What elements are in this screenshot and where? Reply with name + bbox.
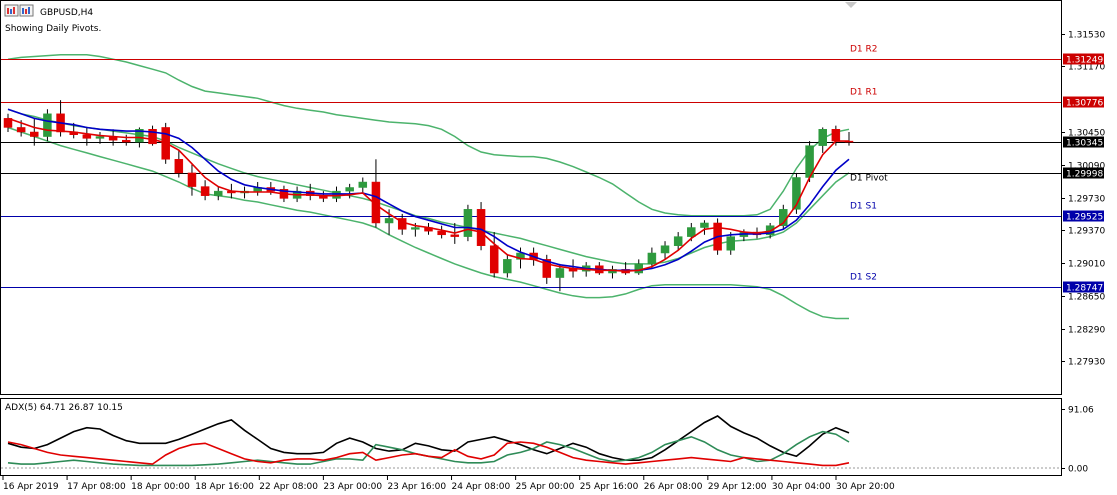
time-tick-label: 26 Apr 08:00 [644,482,703,492]
candle [187,163,197,196]
time-tick-label: 23 Apr 00:00 [323,482,382,492]
candle [82,127,92,146]
moving-averages [7,108,850,273]
pivot-price-tag [1063,53,1104,65]
pivot-name: D1 Pivot [850,174,888,184]
adx-di-minus-line [7,441,850,467]
pivot-price-tag [1063,281,1104,293]
pivot-name: D1 R1 [850,88,878,98]
price-tick-label: 1.27930 [1068,358,1105,368]
window-icon [4,4,34,17]
candle [30,118,39,146]
time-tick-label: 16 Apr 2019 [3,482,59,492]
pivot-price-label: 1.31249 [1066,56,1103,66]
candle [542,254,552,284]
adx-main-line [7,415,850,462]
pivot-price-label: 1.29525 [1066,213,1103,223]
price-axis: 1.31530 1.31170 1.30450 1.30090 1.29730 1.293… [1061,31,1105,368]
current-price-label: 1.30345 [1066,139,1103,149]
time-tick-label: 24 Apr 08:00 [452,482,511,492]
candle [437,225,446,239]
candle [805,141,814,183]
adx-panel-frame [0,398,1062,476]
candle [489,232,499,278]
candle [148,125,157,146]
ma-fast-line [7,117,849,273]
time-tick-label: 30 Apr 04:00 [772,482,831,492]
pivot-name: D1 S1 [850,202,877,212]
symbol-title: GBPUSD,H4 [40,8,93,18]
pivot-lines: D1 R2 D1 R1 D1 Pivot D1 S1 D1 S2 [1,45,1061,288]
chart-subtitle: Showing Daily Pivots. [5,24,101,34]
ma-slow-line [7,108,850,272]
candle [358,177,368,193]
time-tick-label: 22 Apr 08:00 [259,482,318,492]
candle [371,159,381,228]
price-tick-label: 1.29010 [1068,260,1105,270]
time-tick-label: 18 Apr 16:00 [195,482,254,492]
adx-axis: 91.06 0.00 [1061,406,1094,475]
time-tick-label: 23 Apr 16:00 [387,482,446,492]
candle [700,220,709,235]
candle [3,113,13,132]
candle [174,150,184,178]
time-axis: 16 Apr 2019 17 Apr 08:00 18 Apr 00:00 18 Ap… [2,476,895,492]
price-tick-label: 1.30090 [1068,162,1105,172]
candle [673,232,683,251]
bollinger-bands [7,53,850,320]
band-upper-line [7,53,850,217]
time-tick-label: 25 Apr 16:00 [580,482,639,492]
pivot-name: D1 S2 [850,273,877,283]
shift-marker-icon[interactable] [845,2,857,8]
time-tick-label: 17 Apr 08:00 [67,482,126,492]
pivot-price-label: 1.29998 [1066,170,1103,180]
pivot-price-label: 1.30776 [1066,99,1103,109]
price-tick-label: 1.28290 [1068,326,1105,336]
candle [792,172,801,214]
adx-title: ADX(5) 64.71 26.87 10.15 [5,403,123,413]
band-mid-line [7,108,850,265]
candle [726,232,735,255]
candle [476,202,486,251]
band-lower-line [7,126,849,320]
candle [555,263,565,292]
time-tick-label: 25 Apr 00:00 [516,482,575,492]
pivot-price-tag [1063,167,1104,179]
candle [95,132,105,144]
candle [463,204,473,242]
candle [647,247,657,269]
pivot-price-tag [1063,210,1104,222]
adx-lines [1,415,1061,469]
candle [200,180,210,201]
candle [122,134,131,146]
price-tick-label: 1.29730 [1068,195,1105,205]
pivot-price-label: 1.28747 [1066,284,1103,294]
adx-tick-label: 91.06 [1068,406,1094,416]
time-tick-label: 30 Apr 20:00 [836,482,895,492]
time-tick-label: 29 Apr 12:00 [708,482,767,492]
candle [660,241,670,260]
price-tick-label: 1.30450 [1068,129,1105,139]
price-tick-label: 1.28650 [1068,293,1105,303]
price-tick-label: 1.29370 [1068,227,1105,237]
candle [503,254,512,278]
candle [43,109,52,142]
pivot-name: D1 R2 [850,45,878,55]
time-tick-label: 18 Apr 00:00 [131,482,190,492]
price-tick-label: 1.31170 [1068,63,1105,73]
current-price-tag [1063,136,1104,148]
candle [818,127,827,153]
pivot-price-tag [1063,96,1104,108]
price-labels: 1.31249 1.30776 1.29998 1.29525 1.28747 1.303… [1063,53,1104,294]
adx-tick-label: 0.00 [1068,465,1088,475]
main-chart-frame [0,0,1062,395]
candle [345,183,354,199]
price-tick-label: 1.31530 [1068,31,1105,41]
candle [214,186,223,201]
